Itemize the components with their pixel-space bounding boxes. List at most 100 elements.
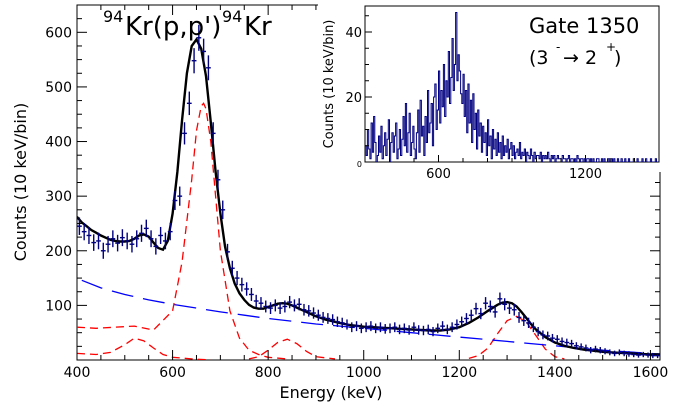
data-point (105, 235, 111, 253)
data-point (540, 330, 546, 340)
transition-open: (3 (529, 47, 549, 69)
data-point (530, 322, 536, 333)
inset-plot-area (365, 12, 659, 162)
data-point (468, 309, 474, 321)
data-point (425, 324, 431, 335)
y-tick-label: 600 (45, 25, 72, 41)
reaction-nucleus: Kr (244, 12, 272, 42)
data-point (363, 322, 369, 333)
data-point (650, 353, 656, 359)
data-point (578, 343, 584, 351)
data-point (373, 323, 379, 334)
data-point (191, 48, 197, 74)
data-point (583, 344, 589, 352)
data-point (77, 217, 82, 235)
reaction-text: Kr(p,p') (125, 12, 221, 42)
data-point (96, 232, 101, 250)
data-point (473, 302, 479, 315)
data-point (593, 345, 598, 353)
data-point (645, 352, 651, 358)
data-point (234, 270, 240, 286)
data-point (292, 299, 297, 312)
data-point (421, 325, 426, 336)
data-point (588, 346, 594, 354)
data-point (120, 229, 125, 247)
data-point (516, 311, 522, 323)
data-point (464, 313, 469, 324)
data-point (616, 349, 622, 356)
inset-y-tick-label: 40 (345, 26, 362, 41)
x-tick-label: 600 (159, 365, 186, 381)
data-point (210, 122, 216, 145)
y-tick-label: 100 (45, 298, 72, 314)
data-point (134, 230, 140, 248)
data-point (545, 331, 551, 341)
data-point (535, 326, 541, 337)
inset-x-tick-label: 1200 (569, 167, 602, 182)
y-tick-label: 500 (45, 80, 72, 96)
data-point (487, 300, 493, 313)
y-tick-label: 300 (45, 189, 72, 205)
reaction-label: 94 Kr(p,p') 94 Kr (103, 7, 272, 42)
data-point (315, 309, 321, 321)
data-point (492, 306, 498, 318)
inset-x-tick-label: 600 (426, 167, 451, 182)
transition-arrow: → 2 (563, 47, 597, 69)
data-point (401, 323, 407, 334)
main-axes: 400 600 800 1000 1200 1400 1600100200300400500… (45, 4, 668, 381)
data-point (86, 226, 92, 244)
data-point (153, 238, 159, 255)
data-point (521, 315, 527, 326)
data-point (201, 38, 207, 65)
data-point (382, 324, 388, 334)
x-tick-label: 1000 (346, 365, 382, 381)
data-point (344, 319, 350, 330)
data-point (511, 303, 517, 316)
data-point (416, 325, 422, 335)
data-point (100, 242, 106, 259)
x-tick-label: 1400 (537, 365, 573, 381)
inset-gate-label: Gate 1350 (529, 14, 639, 38)
data-point (554, 335, 560, 344)
data-point (215, 169, 221, 190)
data-point (502, 298, 508, 311)
data-point (177, 186, 183, 206)
y-tick-label: 200 (45, 244, 72, 260)
data-point (354, 321, 359, 332)
data-point (636, 352, 641, 358)
data-point (430, 326, 436, 337)
data-point (655, 353, 660, 359)
data-point (282, 300, 288, 313)
data-point (640, 351, 646, 358)
transition-sup2: + (606, 40, 616, 54)
x-tick-label: 400 (64, 365, 91, 381)
data-point (320, 311, 326, 323)
data-point (607, 349, 613, 356)
component-curve (468, 315, 565, 360)
data-point (526, 317, 531, 329)
data-point (263, 300, 269, 313)
data-point (483, 297, 488, 310)
data-point (81, 223, 87, 241)
transition-close: ) (614, 47, 621, 69)
data-point (440, 321, 445, 332)
data-point (449, 322, 455, 333)
inset-histogram (365, 12, 659, 162)
data-point (225, 243, 230, 260)
data-point (330, 314, 336, 325)
data-point (392, 322, 398, 333)
inset-y-tick-label: 0 (357, 160, 362, 169)
data-point (349, 322, 355, 333)
data-point (626, 351, 632, 357)
reaction-mass-1: 94 (103, 7, 123, 26)
data-point (368, 321, 374, 332)
y-axis-label: Counts (10 keV/bin) (11, 103, 30, 261)
data-point (559, 337, 565, 346)
component-curve (77, 102, 288, 360)
data-point (397, 324, 402, 335)
data-point (507, 302, 512, 314)
data-point (325, 313, 331, 324)
x-axis-label: Energy (keV) (279, 383, 382, 402)
data-point (597, 346, 603, 354)
data-point (478, 307, 484, 320)
